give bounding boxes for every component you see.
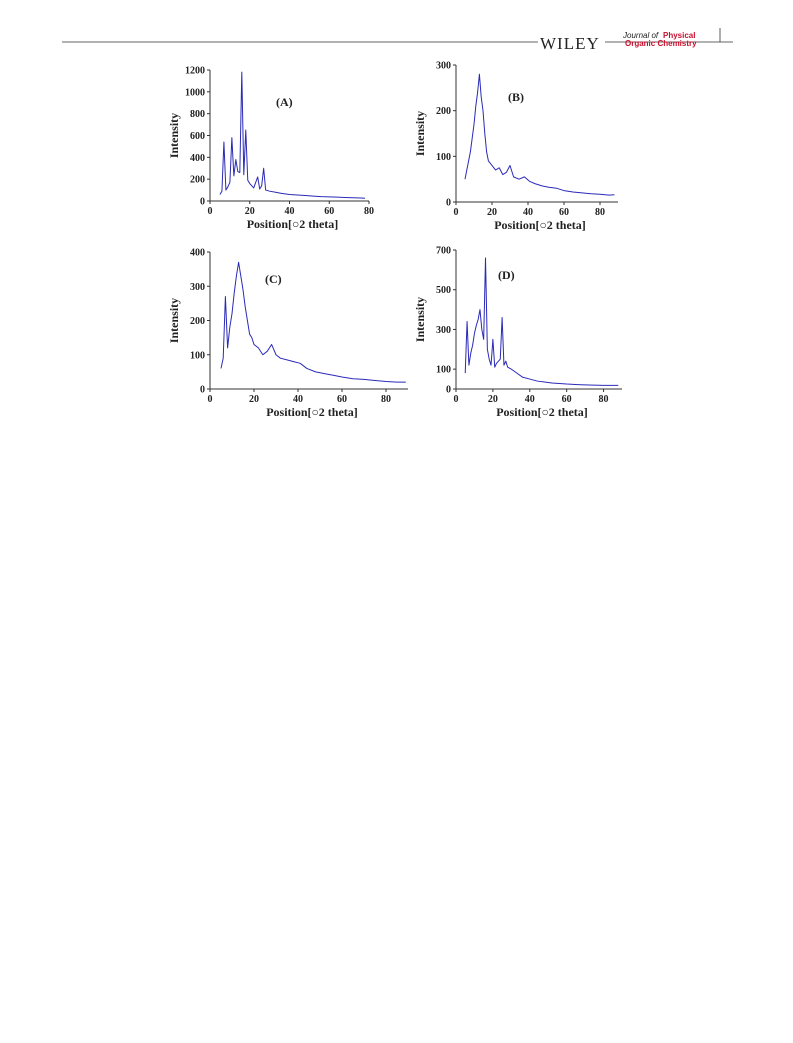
y-tick-label: 1200: [185, 66, 205, 77]
x-tick-label: 0: [454, 394, 459, 405]
y-tick-label: 300: [436, 325, 451, 336]
y-tick-label: 0: [200, 385, 205, 396]
y-tick-label: 400: [190, 248, 205, 259]
y-axis-label: Intensity: [167, 298, 181, 343]
x-tick-label: 0: [208, 394, 213, 405]
x-tick-label: 40: [523, 207, 533, 218]
x-tick-label: 80: [595, 207, 605, 218]
x-tick-label: 80: [364, 206, 374, 217]
x-tick-label: 60: [562, 394, 572, 405]
y-tick-label: 100: [190, 350, 205, 361]
y-tick-label: 0: [200, 197, 205, 208]
journal-name: Organic Chemistry: [625, 39, 697, 48]
y-tick-label: 400: [190, 153, 205, 164]
x-tick-label: 80: [381, 394, 391, 405]
xrd-line: [219, 71, 366, 199]
x-tick-label: 80: [599, 394, 609, 405]
y-axis-label: Intensity: [167, 113, 181, 158]
x-tick-label: 20: [488, 394, 498, 405]
y-tick-label: 800: [190, 109, 205, 120]
y-tick-label: 700: [436, 246, 451, 257]
y-tick-label: 1000: [185, 87, 205, 98]
x-axis-label: Position[○2 theta]: [247, 217, 339, 231]
xrd-line: [464, 73, 615, 196]
panel-label: (B): [508, 90, 524, 104]
journal-name: Physical: [663, 31, 695, 40]
x-tick-label: 0: [208, 206, 213, 217]
x-tick-label: 60: [337, 394, 347, 405]
x-tick-label: 60: [324, 206, 334, 217]
y-axis-label: Intensity: [413, 111, 427, 156]
publisher: WILEY: [540, 34, 600, 53]
journal-prefix: Journal of: [622, 31, 659, 40]
x-axis-label: Position[○2 theta]: [496, 405, 588, 419]
y-tick-label: 200: [190, 175, 205, 186]
y-tick-label: 300: [190, 282, 205, 293]
y-tick-label: 600: [190, 131, 205, 142]
x-tick-label: 0: [454, 207, 459, 218]
x-axis-label: Position[○2 theta]: [266, 405, 358, 419]
x-tick-label: 40: [285, 206, 295, 217]
y-tick-label: 0: [446, 385, 451, 396]
y-tick-label: 100: [436, 152, 451, 163]
x-tick-label: 20: [487, 207, 497, 218]
x-tick-label: 20: [245, 206, 255, 217]
x-tick-label: 40: [525, 394, 535, 405]
y-axis-label: Intensity: [413, 297, 427, 342]
panel-label: (D): [498, 268, 515, 282]
y-tick-label: 100: [436, 365, 451, 376]
x-tick-label: 60: [559, 207, 569, 218]
x-tick-label: 20: [249, 394, 259, 405]
panel-label: (A): [276, 95, 293, 109]
x-axis-label: Position[○2 theta]: [494, 218, 586, 232]
y-tick-label: 500: [436, 285, 451, 296]
y-tick-label: 200: [436, 106, 451, 117]
x-tick-label: 40: [293, 394, 303, 405]
xrd-line: [220, 261, 406, 383]
y-tick-label: 300: [436, 61, 451, 72]
xrd-line: [464, 257, 619, 386]
y-tick-label: 200: [190, 316, 205, 327]
panel-label: (C): [265, 272, 282, 286]
y-tick-label: 0: [446, 198, 451, 209]
